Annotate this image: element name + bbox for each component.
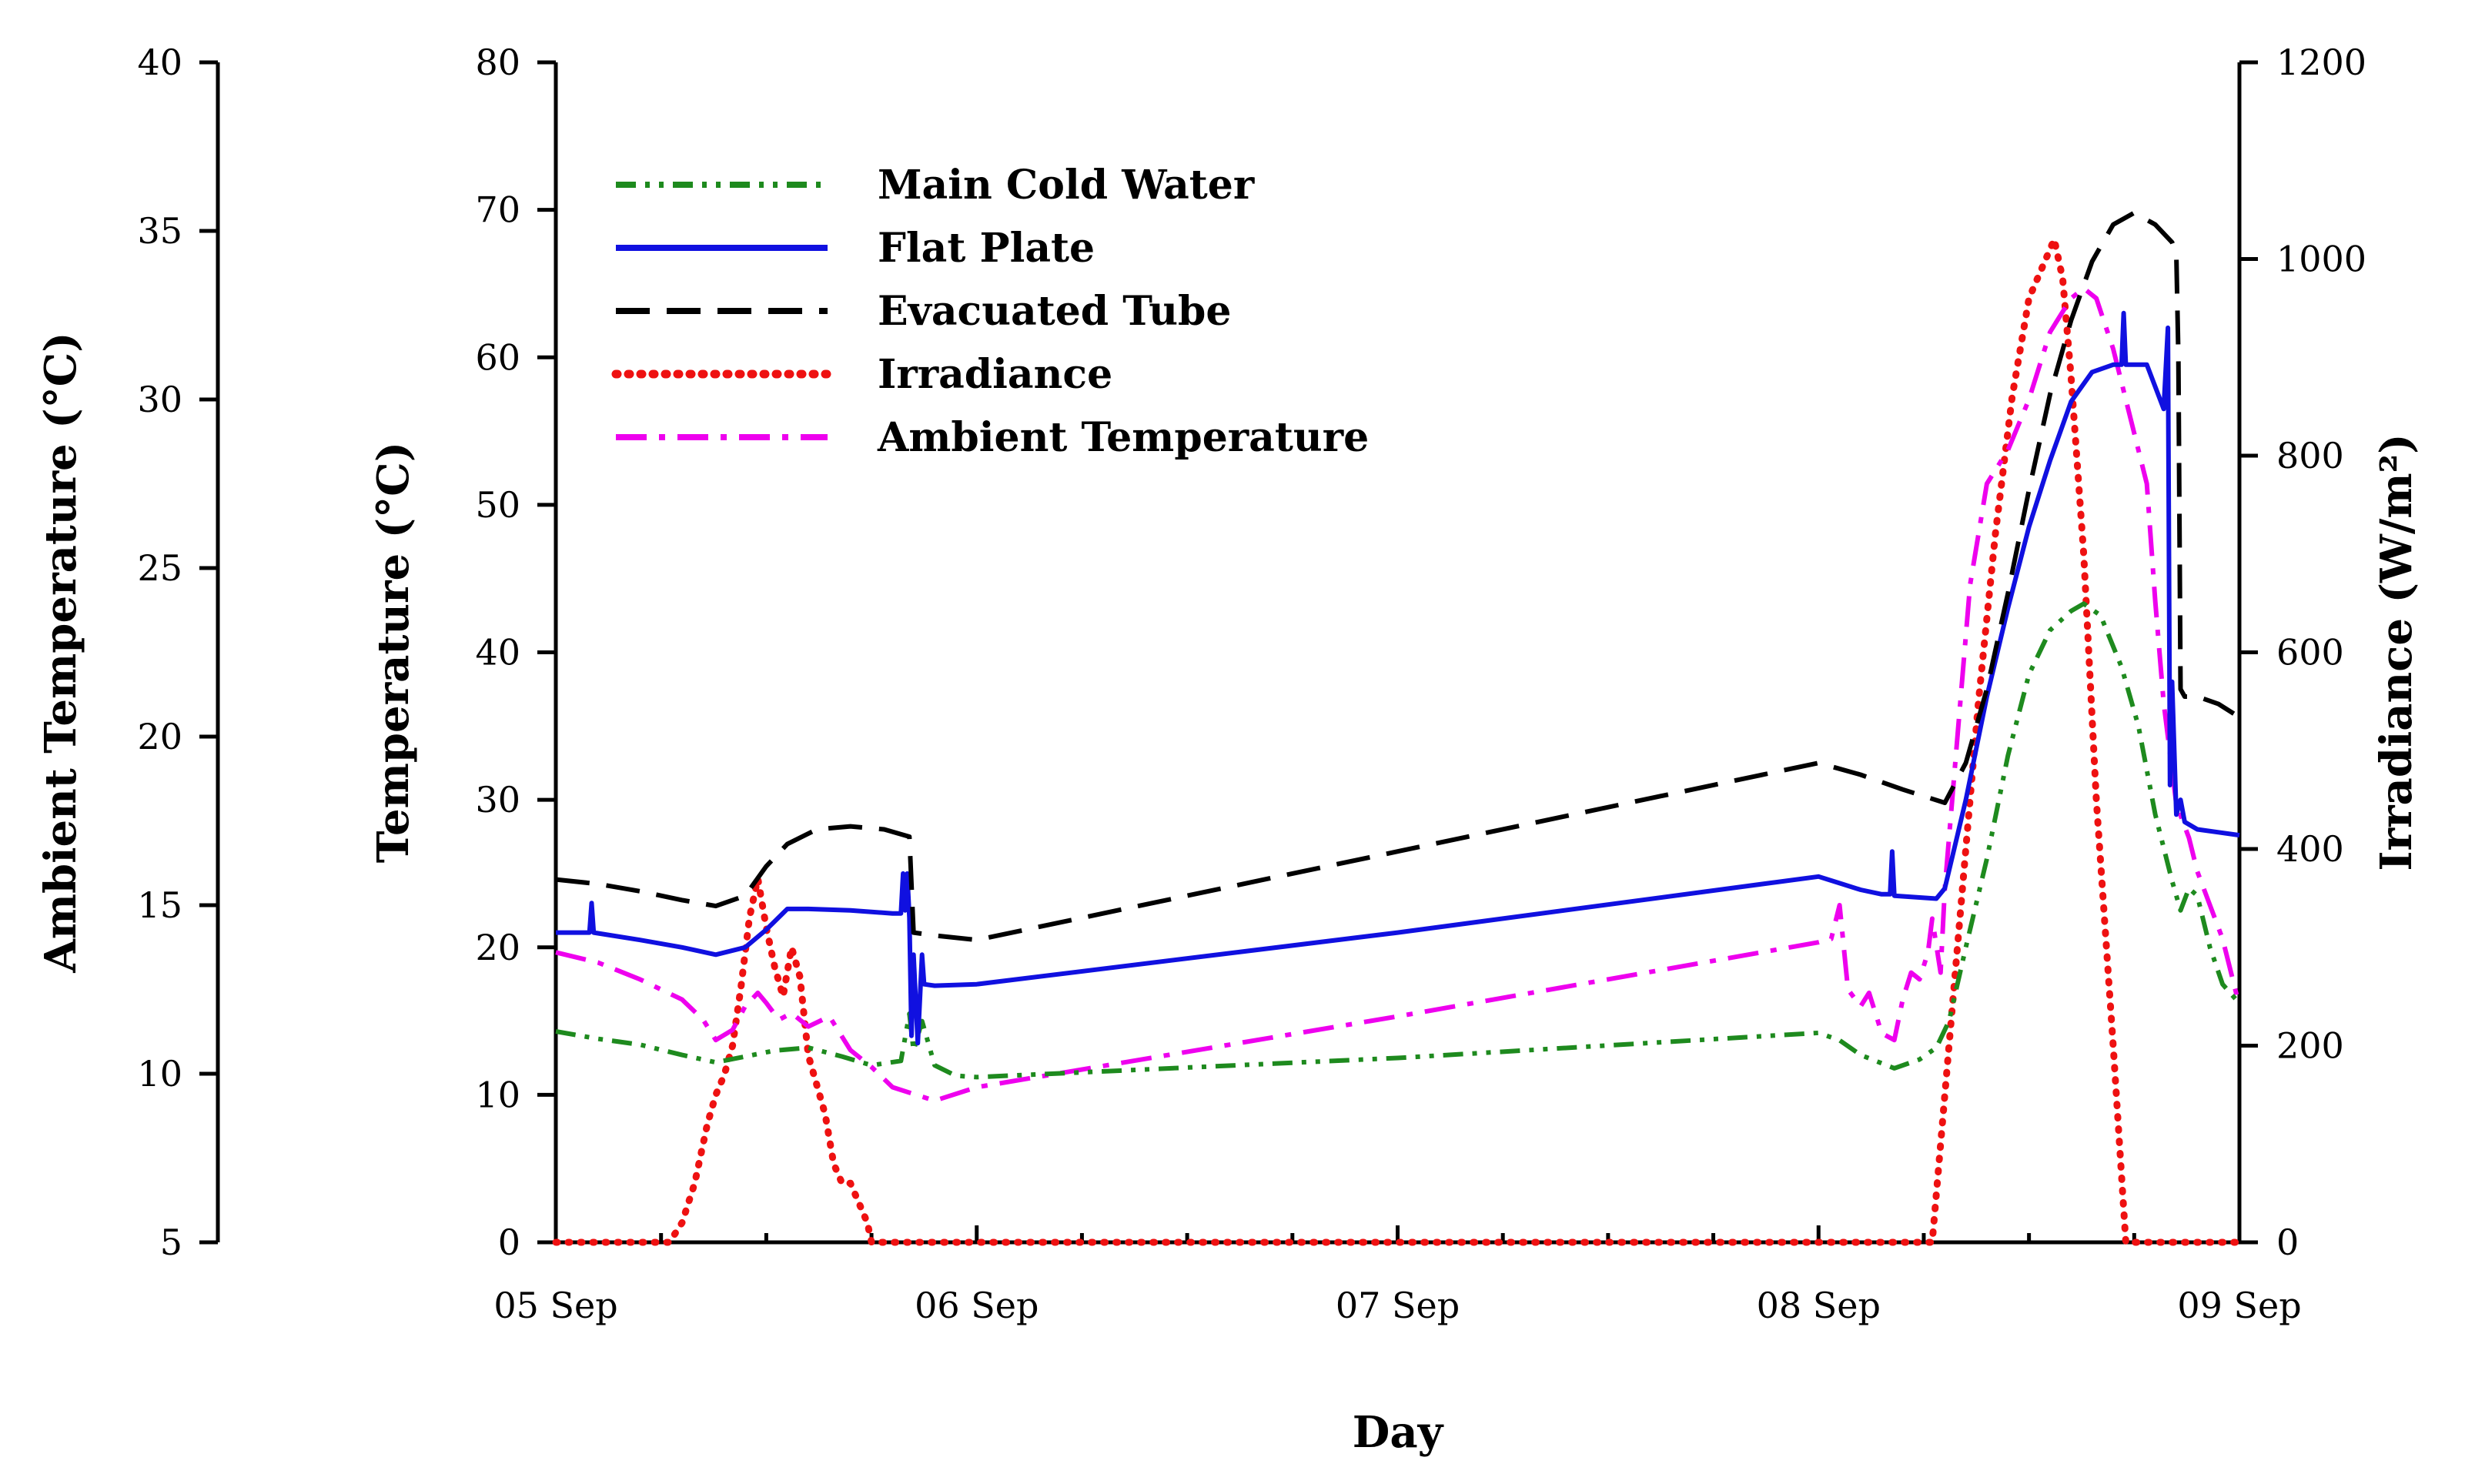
y-right-tick-label: 1200 [2276, 42, 2366, 83]
axes: 05 Sep 06 Sep 07 Sep 08 Sep 09 Sep 0 10 20 30 40 5… [35, 42, 2422, 1458]
y-right-tick-label: 0 [2276, 1222, 2299, 1263]
y-left-tick-label: 40 [475, 632, 520, 673]
y-outer-tick-label: 35 [137, 210, 182, 252]
y-left-tick-label: 20 [475, 927, 520, 968]
y-right-tick-label: 600 [2276, 632, 2344, 673]
y-left-tick-label: 70 [475, 189, 520, 231]
x-tick-label: 05 Sep [493, 1285, 617, 1326]
legend-label: Flat Plate [878, 225, 1095, 272]
y-outer-tick-label: 5 [160, 1222, 182, 1263]
y-outer-tick-label: 20 [137, 716, 182, 757]
legend: Main Cold Water Flat Plate Evacuated Tube I… [611, 162, 1369, 461]
x-tick-label: 09 Sep [2177, 1285, 2301, 1326]
y-right-tick-label: 1000 [2276, 239, 2366, 280]
y-left-tick-label: 60 [475, 336, 520, 378]
y-outer-tick-label: 10 [137, 1053, 182, 1095]
y-left-axis-title: Temperature (°C) [368, 442, 419, 863]
series-group [552, 210, 2243, 1246]
x-tick-label: 07 Sep [1336, 1285, 1460, 1326]
x-tick-label: 08 Sep [1757, 1285, 1881, 1326]
y-left-tick-label: 50 [475, 484, 520, 526]
y-outer-tick-label: 30 [137, 379, 182, 420]
series-line-irradiance [552, 236, 2243, 1246]
y-right-tick-label: 400 [2276, 828, 2344, 870]
series-line-ambient-temperature [555, 286, 2242, 1103]
legend-label: Ambient Temperature [877, 414, 1369, 461]
y-outer-tick-label: 15 [137, 884, 182, 926]
series-line-flat-plate [556, 310, 2240, 1046]
y-right-tick-label: 800 [2276, 435, 2344, 476]
y-right-tick-label: 200 [2276, 1025, 2344, 1067]
y-left-tick-label: 80 [475, 42, 520, 83]
series-line-evacuated-tube [555, 210, 2241, 943]
x-tick-label: 06 Sep [915, 1285, 1039, 1326]
y-right-axis-title: Irradiance (W/m²) [2371, 433, 2422, 871]
y-outer-tick-label: 25 [137, 547, 182, 589]
series-line-main-cold-water [555, 601, 2242, 1080]
legend-label: Main Cold Water [878, 162, 1255, 209]
y-left-tick-label: 10 [475, 1074, 520, 1115]
legend-label: Irradiance [878, 351, 1112, 398]
y-outer-tick-label: 40 [137, 42, 182, 83]
x-axis-title: Day [1353, 1407, 1444, 1458]
y-left-tick-label: 30 [475, 779, 520, 821]
y-left-tick-label: 0 [498, 1222, 520, 1263]
legend-label: Evacuated Tube [878, 288, 1231, 335]
y-outer-axis-title: Ambient Temperature (°C) [35, 332, 86, 973]
